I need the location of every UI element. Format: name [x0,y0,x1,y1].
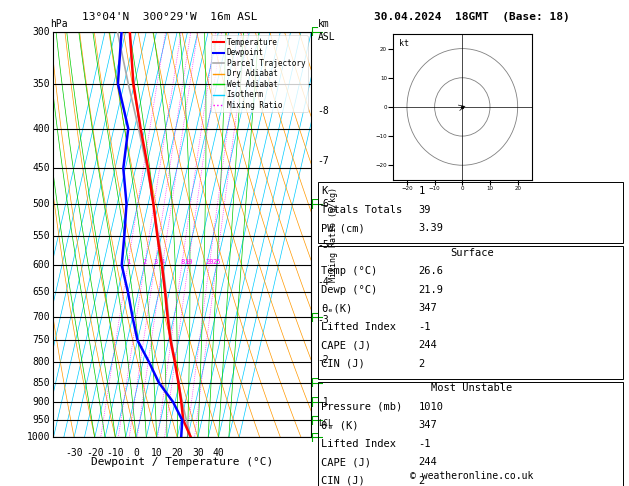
Text: 500: 500 [33,199,50,209]
Text: 3: 3 [153,260,157,265]
Text: 900: 900 [33,397,50,407]
Text: -8: -8 [318,106,330,116]
Text: -30: -30 [65,448,83,457]
Text: 10: 10 [151,448,162,457]
Text: CAPE (J): CAPE (J) [321,457,370,468]
Text: -3: -3 [318,314,330,325]
Text: -20: -20 [86,448,104,457]
Text: 20: 20 [206,260,214,265]
Text: K: K [321,186,327,196]
Text: -1: -1 [318,397,330,407]
Text: -2: -2 [318,355,330,365]
Text: CIN (J): CIN (J) [321,476,365,486]
Text: 25: 25 [213,260,221,265]
Text: ASL: ASL [318,32,335,42]
Text: 2: 2 [418,476,425,486]
Text: PW (cm): PW (cm) [321,223,365,233]
Text: 650: 650 [33,287,50,297]
Text: 21.9: 21.9 [418,285,443,295]
Text: θₑ (K): θₑ (K) [321,420,359,431]
Text: θₑ(K): θₑ(K) [321,303,352,313]
Text: Lifted Index: Lifted Index [321,322,396,332]
Text: Most Unstable: Most Unstable [431,383,513,394]
Text: CIN (J): CIN (J) [321,359,365,369]
Text: 850: 850 [33,378,50,388]
Text: 4: 4 [161,260,165,265]
Text: 2: 2 [143,260,147,265]
Text: 10: 10 [184,260,193,265]
Text: km: km [318,19,330,29]
Text: 8: 8 [180,260,184,265]
Text: Dewp (°C): Dewp (°C) [321,285,377,295]
Text: 800: 800 [33,357,50,367]
Text: Totals Totals: Totals Totals [321,205,402,215]
Text: Mixing Ratio (g/kg): Mixing Ratio (g/kg) [329,187,338,282]
Text: 0: 0 [133,448,139,457]
Text: Temp (°C): Temp (°C) [321,266,377,277]
Text: 3.39: 3.39 [418,223,443,233]
X-axis label: Dewpoint / Temperature (°C): Dewpoint / Temperature (°C) [91,457,274,467]
Text: -7: -7 [318,156,330,166]
Text: 1000: 1000 [27,433,50,442]
Text: 750: 750 [33,335,50,346]
Text: 2: 2 [418,359,425,369]
Text: 244: 244 [418,457,437,468]
Text: -1: -1 [418,439,431,449]
Text: 600: 600 [33,260,50,270]
Text: 1: 1 [418,186,425,196]
Text: Lifted Index: Lifted Index [321,439,396,449]
Text: 1: 1 [126,260,130,265]
Text: 30.04.2024  18GMT  (Base: 18): 30.04.2024 18GMT (Base: 18) [374,12,570,22]
Text: 300: 300 [33,27,50,36]
Text: 950: 950 [33,415,50,425]
Text: 450: 450 [33,163,50,173]
Text: 40: 40 [213,448,225,457]
Text: 26.6: 26.6 [418,266,443,277]
Text: kt: kt [399,39,409,48]
Text: 550: 550 [33,231,50,241]
Text: 39: 39 [418,205,431,215]
Text: hPa: hPa [50,19,68,29]
Text: -4: -4 [318,277,330,287]
Text: 13°04'N  300°29'W  16m ASL: 13°04'N 300°29'W 16m ASL [82,12,258,22]
Text: -10: -10 [106,448,124,457]
Text: 350: 350 [33,79,50,88]
Text: Surface: Surface [450,248,494,258]
Legend: Temperature, Dewpoint, Parcel Trajectory, Dry Adiabat, Wet Adiabat, Isotherm, Mi: Temperature, Dewpoint, Parcel Trajectory… [211,35,308,112]
Text: -5: -5 [318,240,330,250]
Text: 20: 20 [171,448,183,457]
Text: 1010: 1010 [418,402,443,412]
Text: 30: 30 [192,448,204,457]
Text: 244: 244 [418,340,437,350]
Text: Pressure (mb): Pressure (mb) [321,402,402,412]
Text: 347: 347 [418,303,437,313]
Text: © weatheronline.co.uk: © weatheronline.co.uk [410,471,533,481]
Text: LCL: LCL [318,419,333,428]
Text: -6: -6 [318,199,330,209]
Text: 347: 347 [418,420,437,431]
Text: -1: -1 [418,322,431,332]
Text: CAPE (J): CAPE (J) [321,340,370,350]
Text: 400: 400 [33,123,50,134]
Text: 700: 700 [33,312,50,322]
